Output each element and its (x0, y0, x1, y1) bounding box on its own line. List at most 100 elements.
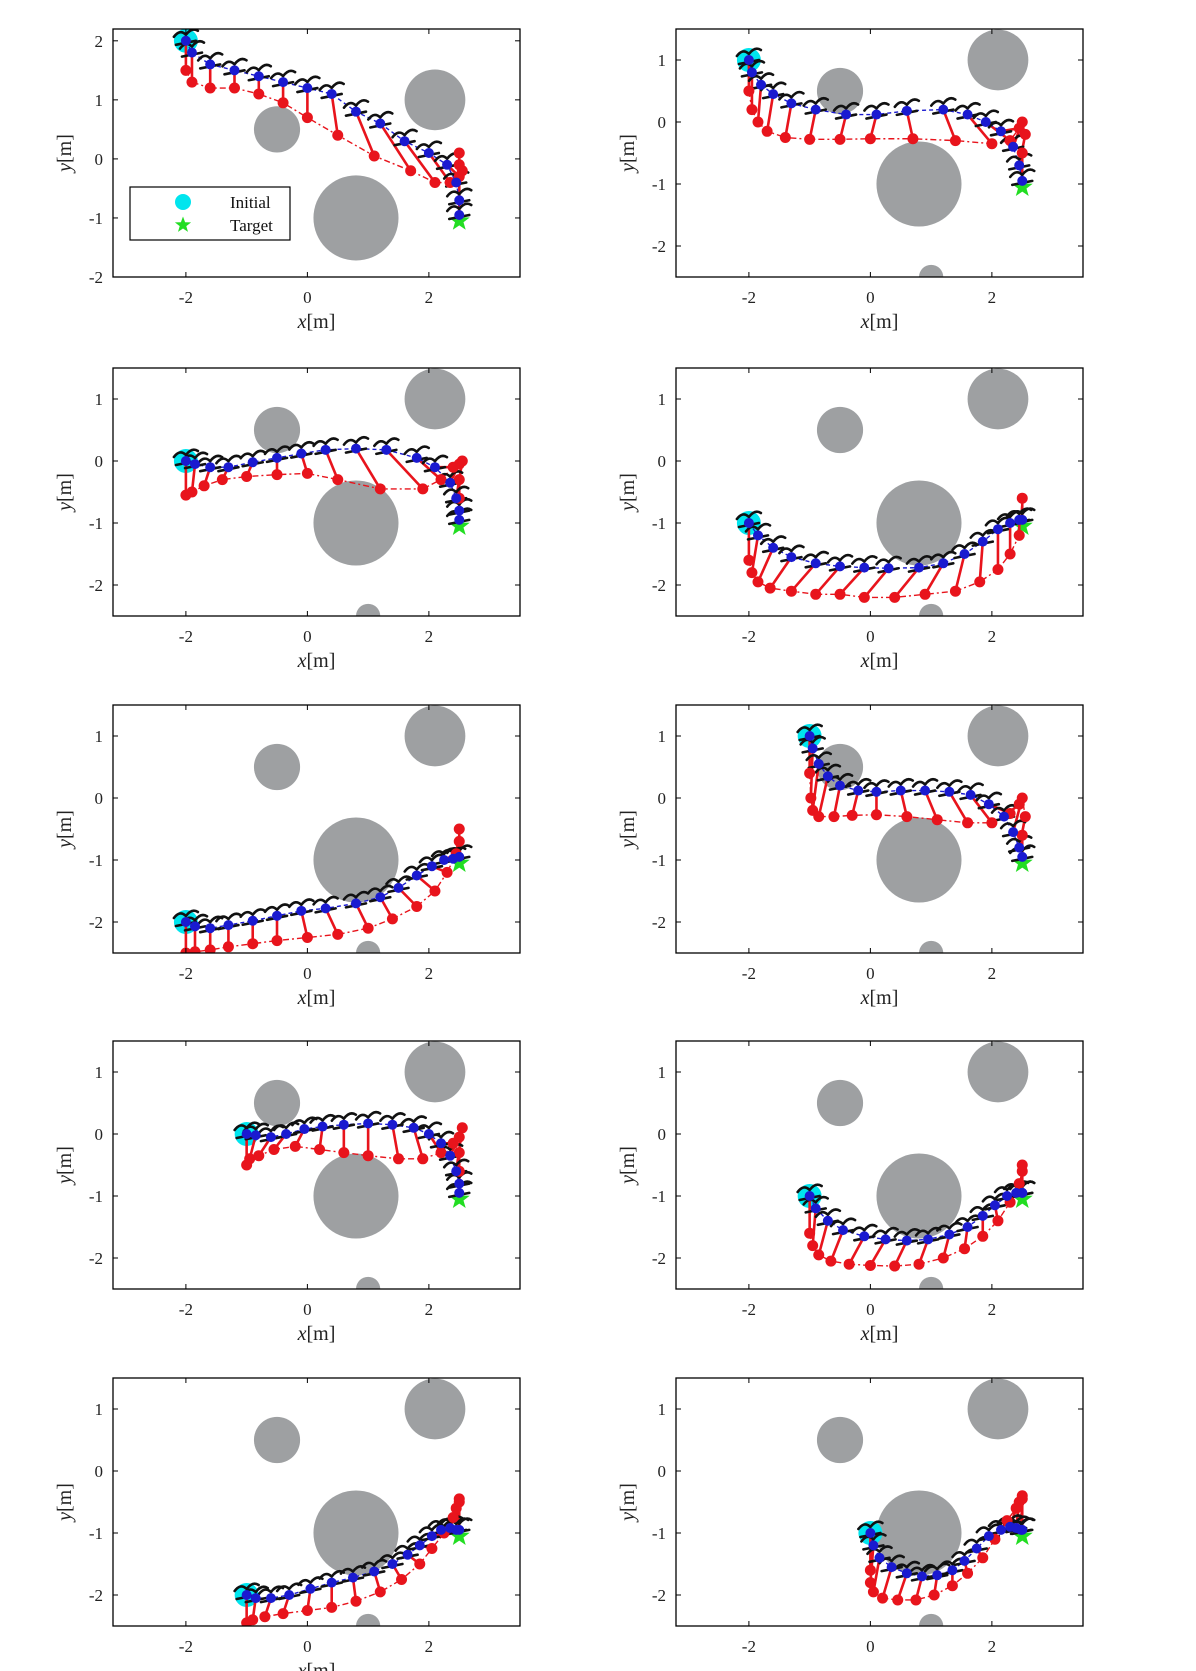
foot-point-2 (805, 792, 817, 804)
base-point-10 (944, 786, 955, 797)
x-axis-unit: [m] (870, 987, 899, 1009)
foot-point-1 (804, 1227, 816, 1239)
foot-point-4 (764, 582, 776, 594)
link-4 (829, 1229, 845, 1262)
base-point-1 (241, 1129, 252, 1139)
y-tick-label: -1 (652, 1524, 666, 1543)
target-marker (1011, 852, 1033, 872)
x-axis-unit: [m] (307, 1323, 336, 1345)
base-point-11 (393, 882, 404, 893)
base-point-16 (454, 514, 465, 525)
link-4 (817, 776, 830, 817)
base-point-9 (944, 1229, 955, 1240)
panel-10: -2 0 2 -2 -1 0 1 y[m] (617, 1377, 1084, 1656)
base-point-3 (822, 1215, 833, 1226)
y-axis-unit: [m] (617, 473, 639, 502)
y-axis-unit: [m] (617, 1483, 639, 1512)
obstacle-2 (404, 1378, 466, 1440)
x-axis-unit: [m] (307, 311, 336, 333)
foot-point-16 (453, 1493, 465, 1505)
obstacle-1 (876, 141, 962, 227)
base-point-13 (445, 477, 456, 488)
base-point-11 (399, 136, 410, 147)
x-axis-label: x[m] (297, 987, 336, 1009)
foot-point-16 (453, 823, 465, 835)
base-point-2 (807, 743, 818, 754)
base-point-6 (917, 1571, 928, 1582)
base-point-3 (205, 59, 216, 70)
y-tick-label: 1 (658, 390, 667, 409)
base-point-4 (886, 1562, 897, 1573)
base-point-5 (901, 1568, 912, 1579)
x-axis-unit: [m] (870, 311, 899, 333)
foot-point-5 (301, 1605, 313, 1616)
obstacle-2 (404, 69, 466, 131)
y-tick-label: -1 (89, 209, 103, 228)
base-point-16 (1017, 1524, 1028, 1535)
y-tick-label: 1 (95, 727, 104, 746)
base-point-9 (387, 1119, 398, 1130)
axes-frame (675, 1040, 1084, 1290)
foot-point-14 (1004, 548, 1016, 560)
y-axis-label: y[m] (54, 473, 76, 513)
plot-area (816, 1378, 1036, 1626)
foot-point-16 (1016, 492, 1028, 504)
base-point-12 (429, 462, 440, 473)
foot-trajectory (808, 1165, 1023, 1267)
link-4 (769, 556, 793, 589)
y-tick-label: 0 (658, 1462, 667, 1481)
foot-point-9 (889, 591, 901, 603)
foot-point-5 (843, 1258, 855, 1270)
base-point-5 (810, 558, 821, 569)
link-4 (765, 93, 775, 132)
base-point-5 (859, 1231, 870, 1242)
y-tick-label: -1 (652, 851, 666, 870)
foot-point-6 (804, 133, 816, 145)
panel-3: -2 0 2 -2 -1 0 1 x[m] y[m] (54, 367, 521, 672)
link-9 (354, 447, 382, 490)
base-point-4 (281, 1129, 292, 1139)
base-point-2 (810, 1203, 821, 1214)
axes-frame (675, 367, 1084, 617)
foot-point-5 (892, 1594, 904, 1606)
axes-frame (112, 28, 521, 278)
base-point-2 (868, 1540, 879, 1551)
base-point-13 (445, 1150, 456, 1161)
base-point-8 (326, 88, 337, 99)
base-point-13 (442, 159, 453, 170)
target-marker (1011, 515, 1033, 535)
foot-point-6 (277, 97, 289, 109)
foot-point-16 (1016, 1159, 1028, 1171)
x-tick-label: 2 (425, 1637, 434, 1656)
foot-point-12 (974, 576, 986, 588)
axes-frame (675, 704, 1084, 954)
base-point-16 (454, 210, 465, 220)
base-point-8 (871, 109, 882, 120)
base-point-5 (253, 71, 264, 82)
base-point-3 (205, 923, 216, 934)
target-marker (1011, 1525, 1033, 1545)
base-point-2 (186, 47, 197, 58)
base-point-6 (272, 452, 283, 463)
foot-point-1 (180, 64, 192, 76)
foot-point-8 (901, 811, 913, 823)
x-tick-label: -2 (742, 288, 756, 307)
obstacle-4 (355, 1613, 381, 1626)
x-tick-label: -2 (179, 627, 193, 646)
foot-point-9 (931, 814, 943, 826)
base-point-12 (980, 117, 991, 127)
foot-point-14 (1016, 792, 1028, 804)
x-tick-label: -2 (742, 964, 756, 983)
base-point-13 (992, 524, 1003, 535)
legend-initial-label: Initial (230, 193, 271, 212)
link-10 (948, 791, 969, 824)
base-point-10 (402, 1549, 413, 1560)
foot-point-2 (186, 486, 198, 498)
y-tick-label: 1 (95, 91, 104, 110)
foot-point-1 (864, 1564, 876, 1576)
foot-point-10 (414, 1558, 426, 1570)
x-tick-label: 0 (303, 288, 312, 307)
foot-point-10 (959, 1243, 971, 1255)
foot-point-4 (216, 474, 228, 486)
y-tick-label: 2 (95, 32, 104, 51)
